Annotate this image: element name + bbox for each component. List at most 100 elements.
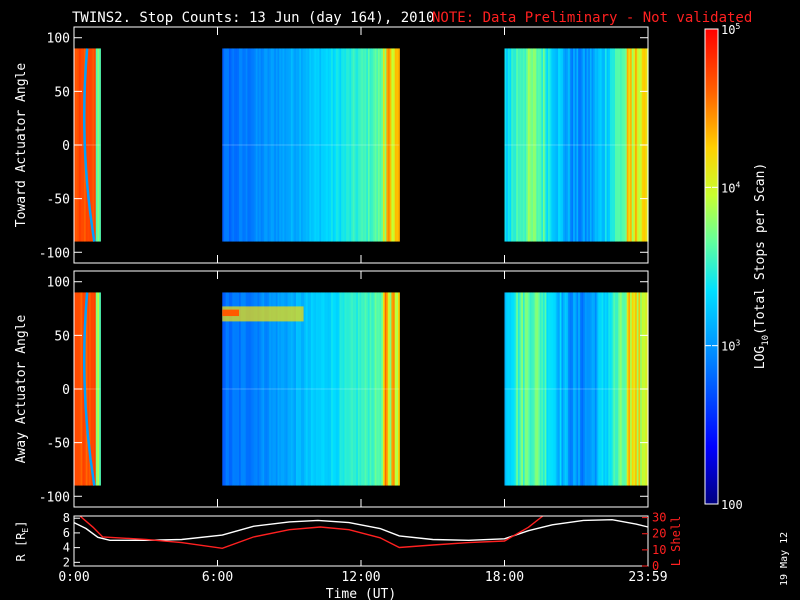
heatmap-cell <box>543 292 546 486</box>
heatmap-cell <box>566 292 569 486</box>
heatmap-cell <box>250 292 254 486</box>
heatmap-cell <box>626 48 629 242</box>
heatmap-cell <box>316 292 319 486</box>
heatmap-cell <box>95 48 99 242</box>
heatmap-cell <box>571 292 574 486</box>
heatmap-cell <box>391 292 394 486</box>
heatmap-cell <box>379 48 382 242</box>
heatmap-cell <box>369 292 372 486</box>
heatmap-cell <box>526 292 529 486</box>
heatmap-cell <box>584 292 588 486</box>
heatmap-cell <box>630 292 633 486</box>
heatmap-cell <box>269 292 272 486</box>
heatmap-cell <box>352 48 356 242</box>
heatmap-cell <box>631 292 635 486</box>
heatmap-cell <box>389 292 392 486</box>
heatmap-cell <box>361 292 364 486</box>
heatmap-cell <box>95 292 99 486</box>
toward-heatmap-panel: 100 50 0 -50 -100 Toward Actuator Angle <box>14 26 649 264</box>
heatmap-cell <box>539 48 542 242</box>
heatmap-cell <box>591 292 594 486</box>
heatmap-cell <box>245 292 248 486</box>
data-note: NOTE: Data Preliminary - Not validated <box>432 10 752 26</box>
x-axis-label: Time (UT) <box>326 587 396 600</box>
heatmap-cell <box>563 292 566 486</box>
heatmap-cell <box>228 292 232 486</box>
heatmap-cell <box>636 292 640 486</box>
heatmap-cell <box>336 48 339 242</box>
heatmap-cell <box>319 48 322 242</box>
heatmap-cell <box>227 48 230 242</box>
heatmap-cell <box>272 48 275 242</box>
heatmap-cell <box>242 292 245 486</box>
heatmap-cell <box>346 48 349 242</box>
heatmap-cell <box>334 48 337 242</box>
heatmap-cell <box>539 292 542 486</box>
heatmap-cell <box>599 48 603 242</box>
heatmap-cell <box>630 48 633 242</box>
heatmap-cell <box>269 48 272 242</box>
heatmap-cell <box>506 48 509 242</box>
heatmap-cell <box>376 292 379 486</box>
heatmap-cell <box>94 292 97 486</box>
heatmap-cell <box>571 48 574 242</box>
heatmap-cell <box>369 48 372 242</box>
heatmap-cell <box>89 48 92 242</box>
heatmap-cell <box>383 48 386 242</box>
heatmap-cell <box>568 292 571 486</box>
heatmap-cell <box>237 48 240 242</box>
heatmap-cell <box>581 48 584 242</box>
heatmap-cell <box>280 48 284 242</box>
heatmap-cell <box>511 292 514 486</box>
heatmap-cell <box>300 292 304 486</box>
heatmap-cell <box>386 48 389 242</box>
heatmap-cell <box>633 48 636 242</box>
heatmap-cell <box>384 48 387 242</box>
heatmap-cell <box>302 292 305 486</box>
heatmap-cell <box>621 48 624 242</box>
heatmap-cell <box>309 292 312 486</box>
heatmap-cell <box>532 292 536 486</box>
heatmap-cell <box>583 48 586 242</box>
heatmap-cell <box>304 48 307 242</box>
heatmap-cell <box>381 292 384 486</box>
heatmap-cell <box>317 48 320 242</box>
heatmap-cell <box>394 48 397 242</box>
heatmap-cell <box>558 48 561 242</box>
heatmap-cell <box>377 48 381 242</box>
heatmap-cell <box>255 292 259 486</box>
heatmap-cell <box>356 292 359 486</box>
heatmap-cell <box>295 48 299 242</box>
heatmap-cell <box>569 48 573 242</box>
heatmap-cell <box>314 48 317 242</box>
heatmap-cell <box>393 48 396 242</box>
heatmap-cell <box>234 48 237 242</box>
heatmap-cell <box>388 292 391 486</box>
heatmap-cell <box>396 292 399 486</box>
left-y-tick-label: 8 <box>63 511 70 525</box>
heatmap-cell <box>282 48 285 242</box>
heatmap-cell <box>289 292 292 486</box>
heatmap-cell <box>586 48 589 242</box>
heatmap-cell <box>279 48 282 242</box>
heatmap-cell <box>536 48 539 242</box>
heatmap-cell <box>558 292 561 486</box>
heatmap-cell <box>633 292 636 486</box>
heatmap-cell <box>381 48 384 242</box>
heatmap-cell <box>349 292 352 486</box>
heatmap-cell <box>521 48 524 242</box>
heatmap-cell <box>576 48 579 242</box>
heatmap-cell <box>361 48 364 242</box>
heatmap-cell <box>574 48 578 242</box>
heatmap-cell <box>222 292 225 486</box>
heatmap-cell <box>551 292 554 486</box>
heatmap-cell <box>285 292 289 486</box>
heatmap-cell <box>551 48 554 242</box>
x-tick-label: 18:00 <box>485 570 524 585</box>
heatmap-cell <box>531 292 534 486</box>
chart-title: TWINS2. Stop Counts: 13 Jun (day 164), 2… <box>72 10 434 26</box>
heatmap-cell <box>638 292 641 486</box>
x-tick-label: 0:00 <box>58 570 89 585</box>
heatmap-cell <box>589 292 593 486</box>
